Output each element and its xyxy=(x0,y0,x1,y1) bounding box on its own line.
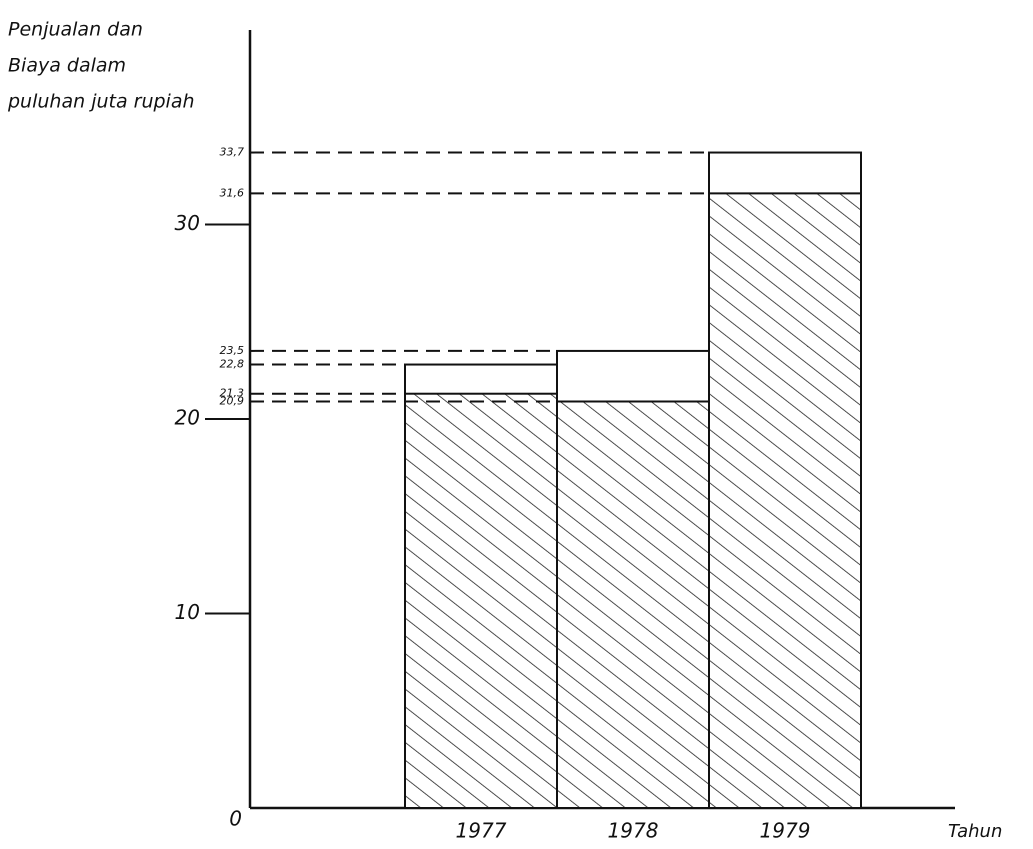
y-tick-label: 30 xyxy=(175,211,200,235)
value-label: 33,7 xyxy=(220,146,245,159)
x-tick-label: 1979 xyxy=(760,819,811,843)
value-label: 20,9 xyxy=(220,394,245,407)
value-label: 22,8 xyxy=(220,358,245,371)
y-tick-label: 0 xyxy=(229,807,242,831)
y-tick-label: 20 xyxy=(175,406,200,430)
chart: Penjualan dan Biaya dalam puluhan juta r… xyxy=(0,0,1033,849)
y-axis-label: Biaya dalam xyxy=(8,55,126,77)
bar xyxy=(405,394,557,808)
x-tick-label: 1977 xyxy=(456,819,507,843)
value-label: 23,5 xyxy=(220,344,245,357)
y-axis-label: Penjualan dan xyxy=(8,19,143,41)
y-tick-label: 10 xyxy=(175,600,200,624)
bar xyxy=(557,401,709,808)
value-label: 31,6 xyxy=(220,186,245,199)
x-tick-label: 1978 xyxy=(608,819,659,843)
bar xyxy=(709,193,861,808)
y-axis-label: puluhan juta rupiah xyxy=(7,91,195,113)
x-axis-label: Tahun xyxy=(948,821,1002,842)
